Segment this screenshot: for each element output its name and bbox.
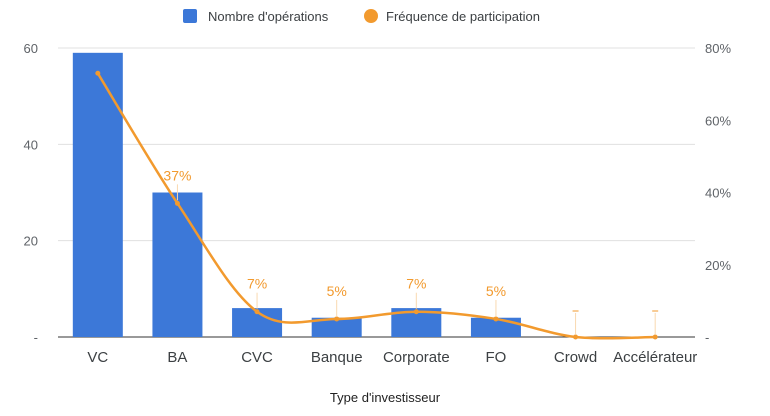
data-label: 5% xyxy=(327,283,347,299)
line-point xyxy=(413,309,419,315)
line-point xyxy=(493,316,499,322)
category-label: Crowd xyxy=(554,349,597,366)
right-tick-label: 80% xyxy=(705,41,731,56)
category-label: CVC xyxy=(241,349,273,366)
right-tick-label: - xyxy=(705,330,709,345)
legend-swatch-operations xyxy=(183,9,197,23)
legend-swatch-frequence xyxy=(364,9,378,23)
legend-item-operations[interactable]: Nombre d'opérations xyxy=(183,9,329,24)
category-label: VC xyxy=(87,349,108,366)
category-label: Corporate xyxy=(383,349,450,366)
line-point xyxy=(334,316,340,322)
line-point xyxy=(652,334,658,340)
legend-item-frequence[interactable]: Fréquence de participation xyxy=(364,9,540,24)
bar xyxy=(152,192,203,337)
right-axis-ticks: 20% 40% 60% 80% - xyxy=(705,41,731,345)
category-label: FO xyxy=(486,349,507,366)
category-labels: VC BA CVC Banque Corporate FO Crowd Accélérateu… xyxy=(87,349,697,366)
line-point xyxy=(573,334,579,340)
x-axis-title: Type d'investisseur xyxy=(330,390,441,405)
bar xyxy=(72,52,123,338)
data-label: 7% xyxy=(247,276,267,292)
line-series: 37% 7% 5% 7% 5% xyxy=(95,70,659,340)
category-label: Accélérateur xyxy=(613,349,697,366)
data-label: 5% xyxy=(486,283,506,299)
left-tick-label: 40 xyxy=(24,137,38,152)
bar-series xyxy=(72,52,521,338)
left-tick-label: - xyxy=(34,330,38,345)
bar xyxy=(311,317,362,337)
right-tick-label: 60% xyxy=(705,113,731,128)
left-axis-ticks: 20 40 60 - xyxy=(24,41,38,345)
left-tick-label: 20 xyxy=(24,234,38,249)
right-tick-label: 20% xyxy=(705,258,731,273)
line-point xyxy=(254,309,260,315)
data-label: 37% xyxy=(163,167,191,183)
category-label: BA xyxy=(167,349,187,366)
right-tick-label: 40% xyxy=(705,186,731,201)
data-label: 7% xyxy=(406,276,426,292)
legend: Nombre d'opérations Fréquence de partici… xyxy=(183,9,540,24)
left-tick-label: 60 xyxy=(24,41,38,56)
line-point xyxy=(174,200,180,206)
legend-label-operations: Nombre d'opérations xyxy=(208,9,329,24)
line-point xyxy=(95,70,101,76)
legend-label-frequence: Fréquence de participation xyxy=(386,9,540,24)
category-label: Banque xyxy=(311,349,363,366)
